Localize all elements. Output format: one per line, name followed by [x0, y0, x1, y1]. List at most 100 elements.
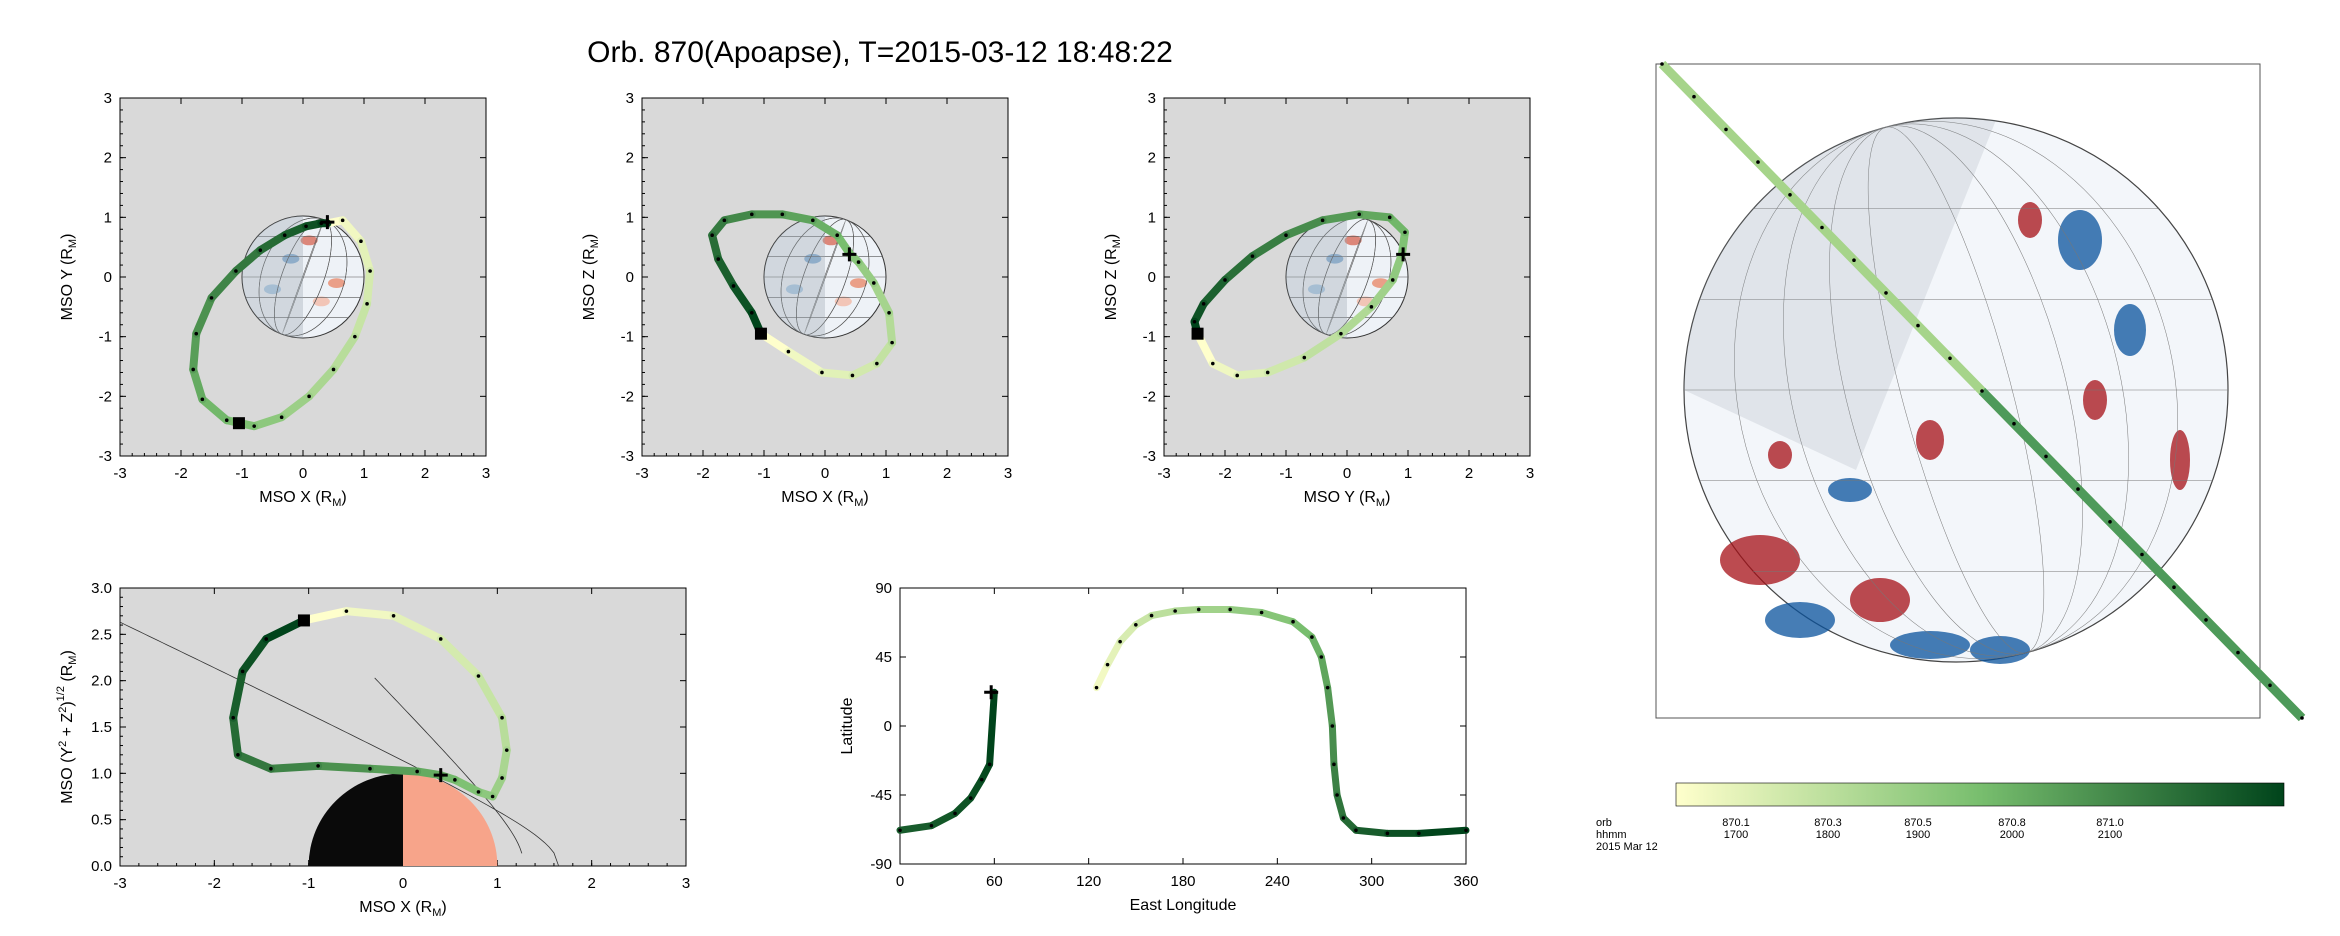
xy-xlabel: MSO X (RM) — [259, 489, 346, 509]
cyl-orbit-segment — [229, 667, 247, 722]
yz-plot-area — [1163, 97, 1531, 457]
globe-orbit-point — [1948, 356, 1952, 361]
xz-ytick-label: 0 — [626, 269, 634, 286]
xz-planet-meridian — [780, 217, 870, 337]
xz-orbit-point — [872, 281, 876, 285]
cyl-xtick-label: 0 — [399, 875, 407, 892]
cyl-ytick-label: 3.0 — [91, 580, 112, 597]
xy-orbit-segment — [192, 293, 216, 338]
xy-orbit-point — [353, 334, 357, 339]
colorbar-bar — [1675, 782, 2285, 807]
xz-orbit-segment — [708, 231, 723, 264]
cyl-orbit-point — [504, 748, 509, 752]
xz-orbit-segment — [845, 249, 863, 267]
xy-orbit-segment — [363, 267, 375, 308]
map-anomaly — [1399, 709, 1438, 728]
map-orbit-segment — [927, 809, 959, 830]
xy-orbit-point — [340, 218, 345, 223]
xz-orbit-segment — [808, 216, 842, 240]
map-orbit-segment — [1289, 618, 1316, 641]
xz-xtick-label: -1 — [757, 465, 770, 482]
yz-orbit-segment — [1282, 216, 1327, 240]
cyl-ylabel-close: ) — [59, 650, 76, 655]
map-xtick-label: 360 — [1453, 873, 1478, 890]
map-xtick-label: 60 — [986, 873, 1003, 890]
cyl-start-marker — [297, 614, 310, 627]
cyl-orbit-segment — [299, 607, 351, 625]
cyl-orbit-point — [490, 794, 495, 799]
xz-ylabel-sub: M — [589, 239, 601, 248]
yz-orbit-segment — [1248, 231, 1290, 261]
panel-cyl: -3 -2 -1 0 1 2 3 0.0 0.5 1.0 1.5 2.0 2.5 3.0 MSO X (RM… — [55, 580, 690, 919]
xz-planet-meridian — [796, 218, 854, 336]
cyl-ylabel: MSO (Y2 + Z2)1/2 (RM) — [55, 650, 79, 804]
map-orbit-point — [1325, 685, 1330, 690]
yz-orbit-segment — [1190, 317, 1202, 338]
cyl-xtick-label: 1 — [493, 875, 501, 892]
xz-xtick-label: -2 — [696, 465, 709, 482]
xy-xlabel-sub: M — [332, 497, 341, 509]
xz-orbit-segment — [729, 281, 756, 317]
yz-orbit-point — [1201, 302, 1206, 306]
xy-orbit-point — [307, 394, 311, 399]
yz-planet-feature — [1356, 296, 1374, 307]
cyl-xtick-label: 3 — [682, 875, 690, 892]
yz-orbit-point — [1192, 319, 1197, 324]
cyl-xtick-label: 2 — [587, 875, 595, 892]
xy-ytick-label: 3 — [104, 90, 112, 107]
globe-anomaly — [1765, 602, 1835, 638]
xy-orbit-segment — [250, 413, 286, 431]
colorbar-row-orb: orb — [1596, 817, 1612, 829]
yz-orbit-segment — [1355, 210, 1394, 222]
map-xlabel: East Longitude — [1130, 897, 1237, 914]
cyl-orbit-segment — [233, 750, 275, 773]
map-orbit-segment — [1116, 621, 1140, 646]
yz-planet-meridian — [1318, 218, 1376, 336]
xy-orbit-point — [258, 248, 263, 252]
yz-orbit-point — [1387, 215, 1392, 220]
cyl-orbit-segment — [266, 761, 323, 773]
map-orbit-point — [1173, 609, 1177, 613]
xy-orbit-point — [365, 302, 369, 306]
xz-orbit-segment — [872, 338, 897, 368]
map-orbit-point — [1335, 793, 1339, 797]
xz-orbit-point — [856, 260, 861, 264]
colorbar-orb-tick: 870.3 — [1814, 817, 1842, 829]
yz-orbit-segment — [1318, 210, 1364, 225]
yz-end-marker — [1396, 247, 1411, 262]
map-ylabel: Latitude — [839, 697, 856, 754]
xz-orbit-point — [887, 311, 891, 315]
yz-orbit-segment — [1208, 359, 1242, 380]
map-orbit-segment — [1317, 653, 1332, 692]
yz-orbit-segment — [1300, 329, 1345, 362]
globe-meridian — [1783, 123, 2129, 657]
xz-ylabel-close: ) — [581, 234, 598, 239]
yz-planet-feature — [1326, 253, 1344, 264]
map-night-region — [900, 588, 1466, 834]
globe-anomaly — [1720, 535, 1800, 585]
xy-xtick-label: 0 — [299, 465, 307, 482]
cyl-xtick-label: -2 — [208, 875, 221, 892]
map-anomaly — [923, 701, 956, 720]
xy-orbit-segment — [256, 231, 289, 255]
map-orbit-segment — [986, 688, 998, 768]
yz-xtick-label: 0 — [1343, 465, 1351, 482]
xy-planet-sphere — [241, 215, 365, 339]
xy-orbit-point — [209, 296, 214, 300]
cyl-xlabel-sub: M — [432, 907, 441, 919]
xy-xlabel-close: ) — [341, 489, 346, 506]
xy-planet-meridian — [258, 217, 348, 337]
yz-orbit-point — [1284, 233, 1288, 238]
globe-orbit-track-dark — [1978, 387, 2306, 722]
cyl-orbit-segment — [342, 607, 398, 620]
globe-orbit-track-light — [1658, 60, 2306, 722]
xy-ylabel: MSO Y (RM) — [59, 234, 79, 321]
globe-orbit-point — [1884, 291, 1888, 295]
xz-ytick-label: -3 — [621, 448, 634, 465]
cyl-orbit-point — [500, 776, 504, 780]
xy-planet-feature — [300, 235, 318, 246]
map-orbit-segment — [1339, 814, 1360, 834]
xz-ytick-label: -1 — [621, 329, 634, 346]
yz-orbit-point — [1390, 278, 1395, 282]
